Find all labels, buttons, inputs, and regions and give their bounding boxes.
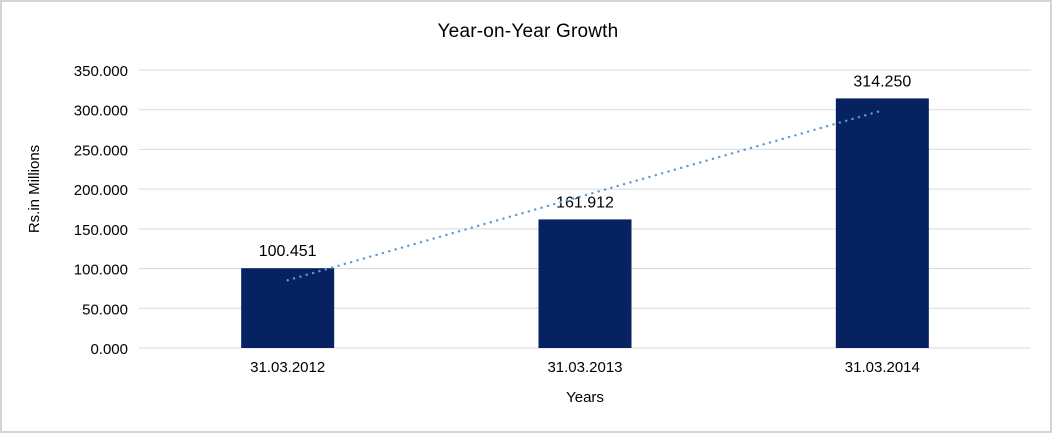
bar-data-label: 161.912 <box>556 194 614 211</box>
y-axis-tick-label: 100.000 <box>74 262 128 279</box>
y-axis-tick-label: 0.000 <box>90 341 128 358</box>
bar-data-label: 314.250 <box>853 73 911 90</box>
x-axis-category-label: 31.03.2013 <box>547 359 622 376</box>
chart-title: Year-on-Year Growth <box>437 21 619 42</box>
y-axis-title: Rs.in Millions <box>26 145 43 233</box>
y-axis-tick-label: 50.000 <box>82 301 128 318</box>
bar <box>538 219 632 348</box>
y-axis-tick-label: 150.000 <box>74 222 128 239</box>
y-axis-tick-label: 200.000 <box>74 182 128 199</box>
x-axis-category-label: 31.03.2014 <box>845 359 920 376</box>
bar <box>241 268 335 348</box>
y-axis-tick-label: 300.000 <box>74 103 128 120</box>
y-axis-tick-label: 350.000 <box>74 63 128 80</box>
bar <box>835 98 929 348</box>
x-axis-title: Years <box>566 389 604 406</box>
trendline-dotted <box>286 109 884 282</box>
y-axis-tick-label: 250.000 <box>74 142 128 159</box>
bar-data-label: 100.451 <box>259 243 317 260</box>
x-axis-category-label: 31.03.2012 <box>250 359 325 376</box>
